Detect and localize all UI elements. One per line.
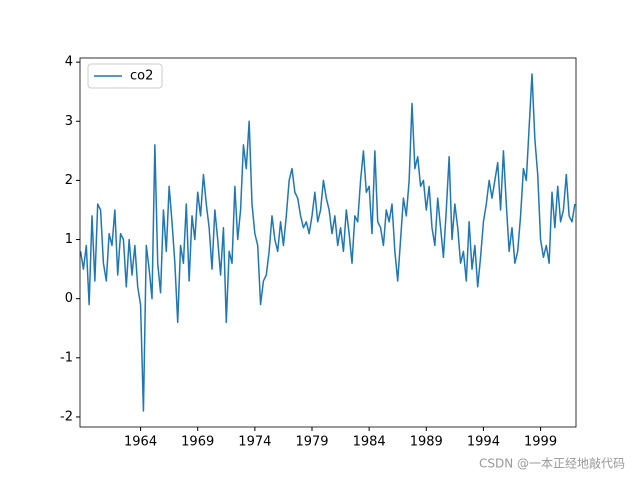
y-tick-label: 0 [65,291,73,306]
y-tick-label: -2 [60,409,73,424]
legend-label: co2 [130,69,153,84]
x-tick-label: 1999 [524,435,557,450]
x-tick-label: 1969 [181,435,214,450]
y-tick-label: 4 [65,55,73,70]
x-tick-label: 1979 [295,435,328,450]
y-tick-label: -1 [60,350,73,365]
y-tick-label: 2 [65,173,73,188]
watermark: CSDN @一本正经地敲代码 [479,456,625,471]
legend-box [87,63,163,89]
y-tick-label: 1 [65,232,73,247]
x-tick-label: 1984 [353,435,386,450]
line [80,73,576,412]
x-tick-label: 1994 [467,435,500,450]
plot-frame [79,57,577,428]
x-tick-label: 1964 [124,435,157,450]
x-tick-label: 1974 [238,435,271,450]
x-tick-label: 1989 [410,435,443,450]
y-tick-label: 3 [65,114,73,129]
